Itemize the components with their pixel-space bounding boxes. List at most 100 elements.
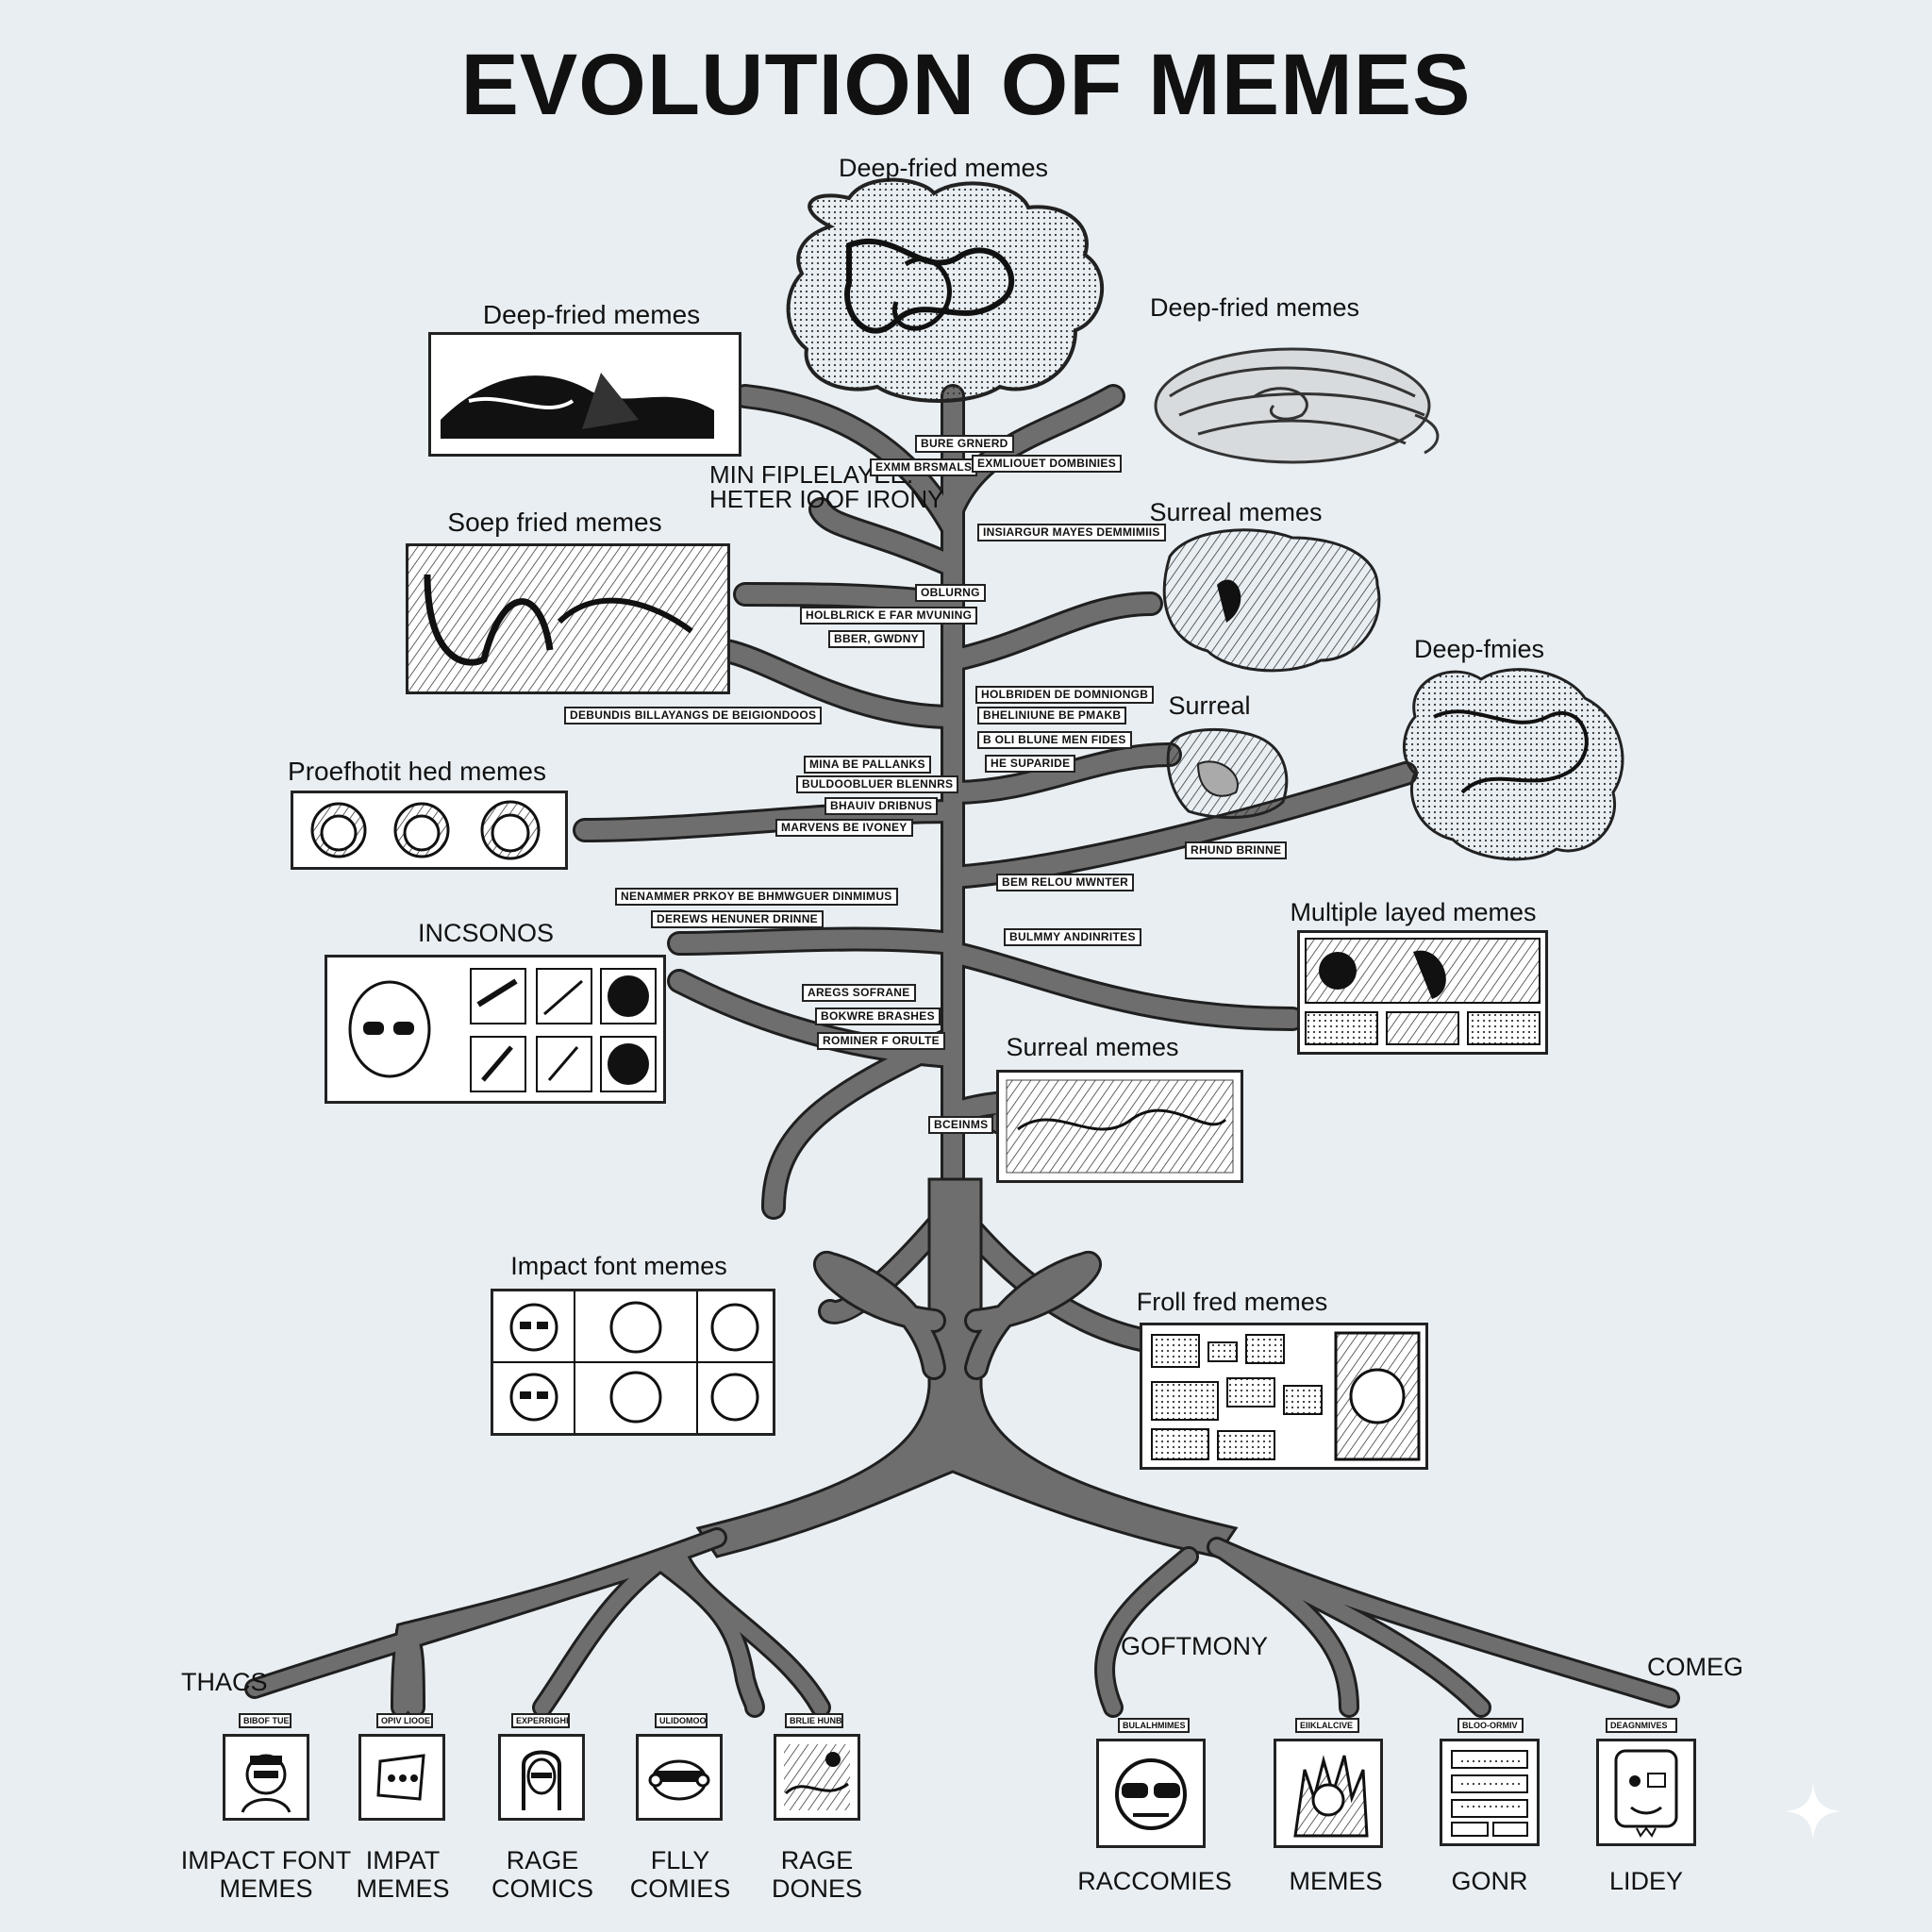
leaf-tag: EIIKLALCIVE [1295,1718,1359,1733]
leaf-thumb [223,1734,309,1821]
trunk-tag: B OLI BLUNE MEN FIDES [977,731,1132,749]
trunk-tag: INSIARGUR MAYES DEMMIMIIS [977,524,1166,541]
trunk-tag: BULMMY ANDINRITES [1004,928,1141,946]
card-art [1151,1331,1421,1461]
trunk-tag: EXMM BRSMALS [870,458,978,476]
leaf-thumb [358,1734,445,1821]
card-impact-font [491,1289,775,1436]
label-right5: Multiple layed memes [1290,898,1537,926]
root-group-left: THACS [181,1668,268,1696]
trunk-tag: RHUND BRINNE [1185,841,1288,859]
leaf-thumb-art [1614,1749,1678,1838]
leaf-tag: EXPERRIGHRS [511,1713,570,1728]
trunk-tag: BBER, GWDNY [828,630,924,648]
label-left2: Soep fried memes [447,508,662,537]
leaf-tag: ULIDOMOOS [655,1713,708,1728]
leaf-tag: BRLIE HUNBS [785,1713,843,1728]
leaf-thumb [636,1734,723,1821]
label-left3: Proefhotit hed memes [288,757,546,786]
root-group-center: GOFTMONY [1121,1632,1268,1660]
trunk-tag: HOLBRIDEN DE DOMNIONGB [975,686,1155,704]
leaf-tag: BULALHMIMES [1118,1718,1190,1733]
leaf-tag: DEAGNMIVES [1606,1718,1677,1733]
trunk-tag: DEBUNDIS BILLAYANGS DE BEIGIONDOOS [564,707,823,724]
leaf-label: RAGE COMICS [491,1846,593,1903]
leaf-label: GONR [1451,1867,1528,1895]
card-froll-fred [1140,1323,1428,1470]
leaf-label: IMPAT MEMES [356,1846,450,1903]
label-left4: INCSONOS [417,919,555,947]
card-soep-fried [406,543,730,694]
trunk-tag: BHELINIUNE BE PMAKB [977,707,1127,724]
label-right4: Surreal [1168,691,1251,720]
crown-illustration [786,177,1104,403]
leaf-label: IMPACT FONT MEMES [180,1846,352,1903]
card-art [493,1291,773,1433]
card-art [408,546,727,691]
label-left5: Impact font memes [510,1252,727,1280]
trunk-tag: MARVENS BE IVONEY [775,819,913,837]
leaf-thumb [1596,1739,1696,1846]
trunk-tag: BEM RELOU MWNTER [996,874,1135,891]
surreal-illustration [1162,528,1381,673]
leaf-thumb [774,1734,860,1821]
trunk-tag: BULDOOBLUER BLENNRS [796,775,959,793]
leaf-thumb [1440,1739,1540,1846]
irony-line-2: HETER IOOF IRONY [709,485,944,513]
card-art [348,968,657,1092]
label-right6: Surreal memes [1006,1033,1179,1061]
trunk-tag: MINA BE PALLANKS [804,756,931,774]
leaf-thumb-art [1451,1750,1528,1837]
trunk-tag: NENAMMER PRKOY BE BHMWGUER DINMIMUS [615,888,898,906]
trunk-tag: AREGS SOFRANE [802,984,916,1002]
card-art [1006,1079,1234,1174]
leaf-tag: BLOO-ORMIV [1457,1718,1524,1733]
leaf-tag: BIBOF TUEIS [239,1713,291,1728]
card-incsonos [325,955,666,1104]
card-multiple-layed [1297,930,1548,1055]
sparkle-icon [1785,1783,1841,1840]
trunk-tag: DEREWS HENUNER DRINNE [651,910,824,928]
leaf-label: RACCOMIES [1077,1867,1232,1895]
label-top: Deep-fried memes [838,154,1049,182]
leaf-label: MEMES [1289,1867,1383,1895]
leaf-thumb-art [1293,1755,1369,1838]
trunk-tag: BCEINMS [928,1116,994,1134]
trunk-tag: HOLBLRICK E FAR MVUNING [800,607,978,625]
leaf-thumb-art [1115,1758,1187,1830]
card-proefhotit [291,791,568,870]
trunk-tag: ROMINER F ORULTE [817,1032,945,1050]
label-right3: Deep-fmies [1413,635,1545,663]
label-left1: Deep-fried memes [482,300,701,329]
card-art [441,373,714,439]
card-art [1305,938,1541,1045]
trunk-tag: BHAUIV DRIBNUS [824,797,939,815]
leaf-thumb-art [376,1754,425,1801]
leaf-tag: OPIV LIOOE [376,1713,433,1728]
leaf-thumb [498,1734,585,1821]
diagram-title: EVOLUTION OF MEMES [460,37,1472,133]
card-art [310,800,541,860]
leaf-thumb-art [784,1744,850,1810]
card-surreal-memes [996,1070,1243,1183]
leaf-label: RAGE DONES [771,1846,863,1903]
leaf-thumb-art [648,1759,710,1801]
trunk-tag: EXMLIOUET DOMBINIES [972,455,1123,473]
label-right1: Deep-fried memes [1149,293,1360,322]
trunk-tag: OBLURNG [915,584,986,602]
leaf-label: FLLY COMIES [629,1846,731,1903]
label-right2: Surreal memes [1149,498,1323,526]
trunk-tag: HE SUPARIDE [985,755,1076,773]
root-group-right: COMEG [1647,1653,1744,1681]
leaf-thumb [1274,1739,1383,1848]
surreal-small-illustration [1166,728,1289,819]
leaf-thumb-art [522,1750,561,1810]
deep-fmies-illustration [1402,668,1624,861]
trunk-tag: BOKWRE BRASHES [815,1008,941,1025]
trunk-tag: BURE GRNERD [915,435,1014,453]
leaf-thumb [1096,1739,1206,1848]
card-deep-fried-left1 [428,332,741,457]
leaf-label: LIDEY [1608,1867,1684,1895]
right-upper-illustration [1154,347,1440,464]
label-right7: Froll fred memes [1136,1288,1328,1316]
